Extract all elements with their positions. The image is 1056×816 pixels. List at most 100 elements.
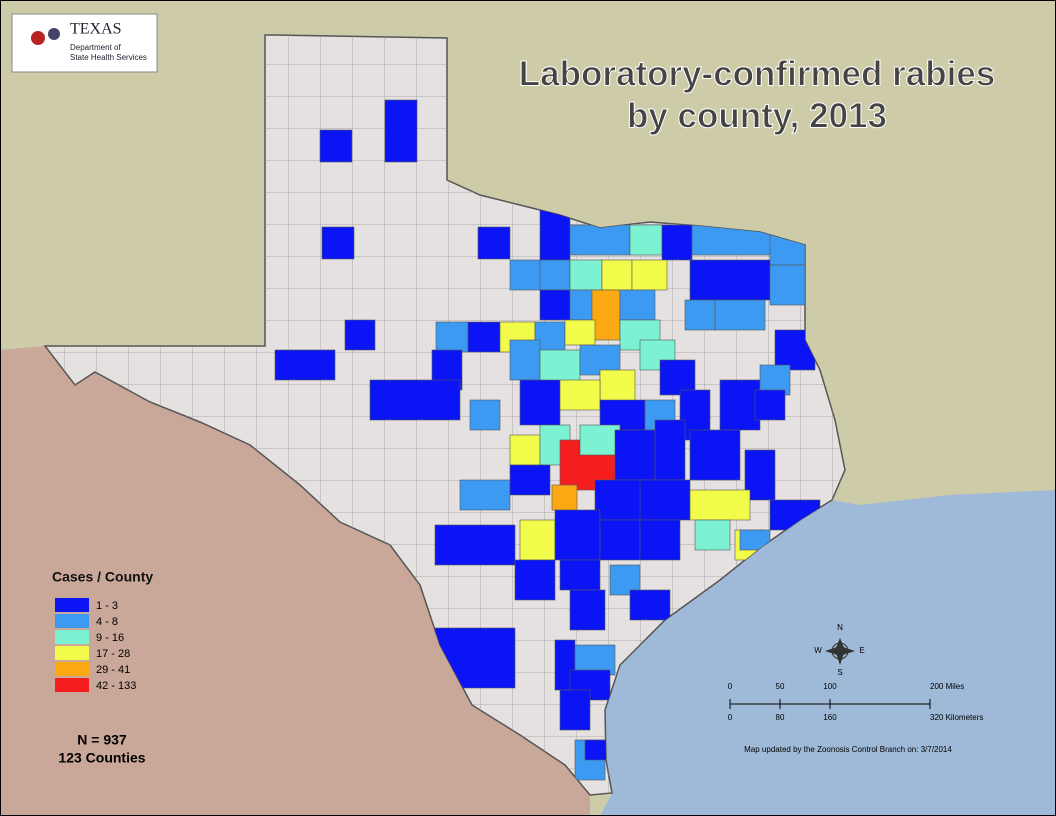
logo-text: Department of	[70, 43, 121, 52]
legend-label: 9 - 16	[96, 632, 124, 644]
logo-text: State Health Services	[70, 53, 147, 62]
county	[559, 689, 591, 731]
county	[435, 321, 469, 353]
county	[564, 319, 596, 346]
county	[344, 319, 376, 351]
county	[639, 479, 691, 521]
legend-label: 29 - 41	[96, 664, 130, 676]
compass-ring	[831, 642, 849, 660]
legend-label: 42 - 133	[96, 680, 136, 692]
county	[594, 479, 646, 521]
logo-name: TEXAS	[70, 21, 122, 38]
total: N = 937	[77, 732, 127, 748]
county	[739, 529, 771, 551]
county	[369, 379, 461, 421]
counties-count: 123 Counties	[58, 750, 145, 766]
county	[559, 559, 601, 591]
county	[591, 289, 621, 341]
legend-label: 17 - 28	[96, 648, 130, 660]
county	[599, 519, 641, 561]
legend-swatch	[55, 598, 89, 612]
county	[554, 509, 601, 561]
legend-swatch	[55, 614, 89, 628]
county	[539, 259, 571, 291]
county	[689, 489, 751, 521]
county	[639, 519, 681, 561]
logo-icon	[31, 31, 45, 45]
county	[519, 379, 561, 426]
county	[629, 224, 663, 256]
scale-km-label: 80	[776, 713, 785, 722]
county	[744, 449, 776, 501]
county	[719, 379, 761, 431]
county	[384, 99, 418, 163]
legend: 1 - 3 4 - 8 9 - 16 17 - 28 29 - 41 42 - 133	[55, 598, 136, 692]
county	[539, 289, 571, 321]
county	[321, 226, 355, 260]
county	[569, 289, 596, 321]
counties	[274, 99, 821, 781]
scale-km-label: 320 Kilometers	[930, 713, 983, 722]
county	[601, 259, 633, 291]
county	[559, 379, 601, 411]
county	[694, 519, 731, 551]
legend-label: 4 - 8	[96, 616, 118, 628]
county	[689, 259, 771, 301]
county	[551, 484, 578, 511]
county	[467, 321, 501, 353]
legend-swatch	[55, 662, 89, 676]
county	[661, 224, 693, 261]
county	[631, 259, 668, 291]
gulf-of-mexico	[600, 490, 1056, 816]
compass-s: S	[837, 668, 842, 677]
legend-title: Cases / County	[52, 569, 153, 585]
legend-swatch	[55, 646, 89, 660]
county	[274, 349, 336, 381]
county	[579, 424, 621, 456]
county	[477, 226, 511, 260]
scale-miles-label: 0	[728, 682, 733, 691]
scale-km-label: 160	[823, 713, 837, 722]
county	[614, 429, 656, 481]
county	[469, 399, 501, 431]
compass-n: N	[837, 623, 843, 632]
compass: N S E W	[814, 623, 864, 677]
county	[569, 224, 631, 256]
county	[509, 434, 541, 466]
legend-label: 1 - 3	[96, 600, 118, 612]
county	[689, 429, 741, 481]
county	[629, 589, 671, 621]
county	[769, 264, 806, 306]
scale-km-label: 0	[728, 713, 733, 722]
county	[684, 299, 716, 331]
county	[754, 389, 786, 421]
title: Laboratory-confirmed rabies	[519, 54, 996, 93]
compass-e: E	[859, 646, 864, 655]
scale-miles-label: 50	[776, 682, 785, 691]
scale-miles-label: 200 Miles	[930, 682, 964, 691]
mexico	[0, 346, 590, 816]
county	[619, 289, 656, 321]
legend-swatch	[55, 630, 89, 644]
title: by county, 2013	[627, 96, 887, 135]
county	[569, 589, 606, 631]
county	[569, 259, 603, 291]
county	[654, 419, 686, 481]
scale-miles-label: 100	[823, 682, 837, 691]
county	[319, 129, 353, 163]
update-note: Map updated by the Zoonosis Control Bran…	[744, 745, 952, 754]
county	[519, 519, 556, 561]
county	[434, 524, 516, 566]
logo-icon	[48, 28, 60, 40]
county	[509, 464, 551, 496]
legend-swatch	[55, 678, 89, 692]
county	[514, 559, 556, 601]
logo: TEXAS Department of State Health Service…	[11, 13, 158, 73]
county	[509, 339, 541, 381]
county	[714, 299, 766, 331]
compass-w: W	[814, 646, 822, 655]
scale-bar: 0 50 100 200 Miles 0 80 160 320 Kilometers	[728, 682, 984, 722]
county	[459, 479, 511, 511]
